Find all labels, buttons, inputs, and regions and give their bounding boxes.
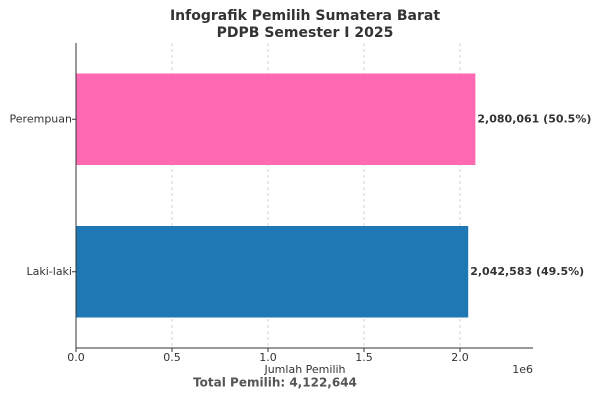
- x-offset-label: 1e6: [512, 363, 533, 376]
- x-axis-label: Jumlah Pemilih: [263, 363, 345, 376]
- value-label: 2,080,061 (50.5%): [477, 112, 591, 125]
- y-tick-label: Perempuan: [10, 112, 72, 125]
- chart-title: Infografik Pemilih Sumatera Barat: [170, 8, 440, 24]
- x-tick-label: 2.0: [451, 351, 469, 364]
- x-tick-label: 0.5: [163, 351, 181, 364]
- bar: [76, 226, 469, 318]
- x-tick-label: 0.0: [67, 351, 85, 364]
- value-label: 2,042,583 (49.5%): [470, 265, 584, 278]
- chart-title: PDPB Semester I 2025: [217, 25, 394, 41]
- bar: [76, 73, 476, 165]
- x-tick-label: 1.0: [259, 351, 277, 364]
- y-tick-label: Laki-laki: [27, 265, 73, 278]
- x-tick-label: 1.5: [355, 351, 373, 364]
- annotation: Total Pemilih: 4,122,644: [193, 376, 357, 390]
